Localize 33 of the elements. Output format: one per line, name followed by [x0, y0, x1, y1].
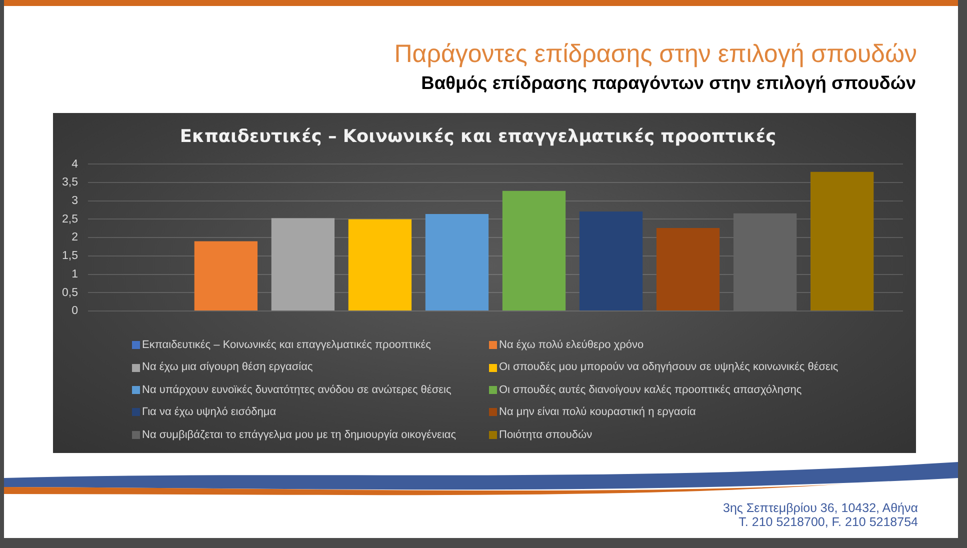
bar — [425, 214, 489, 310]
bar — [348, 219, 412, 310]
text: Παράγοντες επίδρασης στην επιλογή σπουδών — [394, 39, 917, 69]
text: 3ης Σεπτεμβρίου 36, 10432, Αθήνα — [723, 501, 918, 516]
bar — [810, 172, 874, 310]
legend-label: Να έχω πολύ ελεύθερο χρόνο — [499, 338, 644, 353]
y-tick-label: 4 — [72, 158, 79, 170]
legend-label: Εκπαιδευτικές – Κοινωνικές και επαγγελματικές προοπτικές — [142, 338, 431, 353]
chart-title: Εκπαιδευτικές – Κοινωνικές και επαγγελματικές προοπτικές — [180, 127, 776, 148]
legend-label: Οι σπουδές μου μπορούν να οδηγήσουν σε υψηλές κοινωνικές θέσεις — [499, 360, 838, 376]
y-tick-label: 1 — [72, 268, 78, 280]
bar — [271, 218, 335, 310]
legend-label: Ποιότητα σπουδών — [499, 428, 592, 443]
legend-label: Για να έχω υψηλό εισόδημα — [142, 405, 276, 420]
text: Βαθμός επίδρασης παραγόντων στην επιλογή σπουδών — [421, 72, 916, 94]
y-tick-label: 0 — [72, 305, 78, 318]
legend-label: Να έχω μια σίγουρη θέση εργασίας — [142, 360, 313, 376]
bar — [194, 241, 258, 310]
y-tick-label: 0,5 — [62, 286, 78, 299]
text: T. 210 5218700, F. 210 5218754 — [738, 515, 918, 530]
y-tick-label: 3 — [72, 195, 78, 208]
y-tick-label: 1,5 — [62, 250, 78, 262]
bar — [656, 228, 720, 310]
legend-label: Οι σπουδές αυτές διανοίγουν καλές προοπτικές απασχόλησης — [499, 382, 802, 398]
bar — [579, 211, 643, 310]
bar — [733, 213, 797, 310]
y-tick-label: 3,5 — [62, 176, 78, 189]
legend-label: Να υπάρχουν ευνοϊκές δυνατότητες ανόδου σε ανώτερες θέσεις — [142, 382, 452, 398]
legend-label: Να μην είναι πολύ κουραστική η εργασία — [499, 405, 696, 420]
legend-label: Να συμβιβάζεται το επάγγελμα μου με τη δημιουργία οικογένειας — [142, 428, 456, 443]
y-tick-label: 2,5 — [62, 213, 78, 226]
bar — [502, 190, 566, 310]
y-tick-label: 2 — [72, 232, 78, 244]
